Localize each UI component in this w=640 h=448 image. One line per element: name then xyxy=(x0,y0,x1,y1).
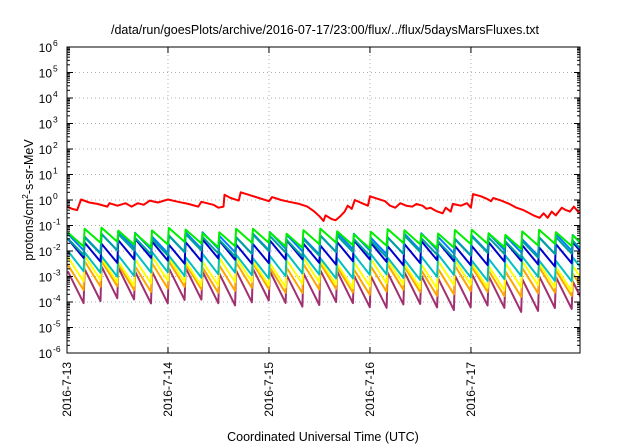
series-line xyxy=(67,237,580,268)
y-tick-label-base: 10 xyxy=(39,41,53,55)
y-tick-label: 10 xyxy=(39,169,53,183)
series-line xyxy=(67,191,580,222)
y-tick-label: 10 xyxy=(39,41,53,55)
y-tick-label-exponent: 5 xyxy=(53,64,58,74)
x-tick-label: 2016-7-13 xyxy=(60,362,74,417)
plot-area xyxy=(67,191,580,313)
y-tick-label: 10 xyxy=(39,220,53,234)
y-tick-label: 10 xyxy=(39,92,53,106)
y-tick-label-base: 10 xyxy=(39,67,53,81)
y-tick-label-exponent: -4 xyxy=(53,293,61,303)
y-tick-label-exponent: 2 xyxy=(53,140,58,150)
x-tick-label: 2016-7-15 xyxy=(262,362,276,417)
y-tick-label-base: 10 xyxy=(39,347,53,361)
series-line xyxy=(67,250,580,283)
y-tick-label-exponent: -2 xyxy=(53,242,61,252)
y-tick-label: 10 xyxy=(39,296,53,310)
y-tick-label-exponent: 6 xyxy=(53,38,58,48)
y-tick-label-base: 10 xyxy=(39,118,53,132)
x-axis: 2016-7-13 2016-7-14 2016-7-15 2016-7-16 2016… xyxy=(60,47,478,417)
series-line xyxy=(67,226,580,250)
y-axis-label-tail: -s-sr-MeV xyxy=(22,139,36,195)
y-axis-label: protons/cm2-s-sr-MeV xyxy=(20,139,36,261)
x-tick-label: 2016-7-16 xyxy=(363,362,377,417)
y-tick-label: 10 xyxy=(39,322,53,336)
y-tick-label-exponent: -1 xyxy=(53,217,61,227)
y-axis-label-superscript: 2 xyxy=(20,194,30,199)
x-tick-label: 2016-7-14 xyxy=(161,362,175,417)
y-tick-label: 10 xyxy=(39,143,53,157)
y-axis: 10 -610 -510 -410 -310 -210 -110 010 110 210 310 41… xyxy=(39,38,580,361)
y-tick-label-exponent: 4 xyxy=(53,89,58,99)
y-tick-label-base: 10 xyxy=(39,220,53,234)
y-axis-label-main: protons/cm xyxy=(22,199,36,261)
x-tick-label: 2016-7-17 xyxy=(464,362,478,417)
y-tick-label-exponent: 3 xyxy=(53,115,58,125)
y-tick-label-exponent: -6 xyxy=(53,344,61,354)
series-line xyxy=(67,232,580,259)
x-axis-label: Coordinated Universal Time (UTC) xyxy=(227,430,419,444)
y-tick-label-base: 10 xyxy=(39,322,53,336)
y-tick-label: 10 xyxy=(39,67,53,81)
y-tick-label: 10 xyxy=(39,271,53,285)
y-tick-label-base: 10 xyxy=(39,143,53,157)
y-tick-label-base: 10 xyxy=(39,296,53,310)
series-group xyxy=(67,191,580,313)
y-tick-label-base: 10 xyxy=(39,194,53,208)
y-tick-label: 10 xyxy=(39,118,53,132)
y-tick-label-exponent: -3 xyxy=(53,268,61,278)
y-tick-label: 10 xyxy=(39,194,53,208)
y-tick-label: 10 xyxy=(39,347,53,361)
y-tick-label-base: 10 xyxy=(39,245,53,259)
y-tick-label-exponent: -5 xyxy=(53,319,61,329)
y-tick-label: 10 xyxy=(39,245,53,259)
y-tick-label-exponent: 0 xyxy=(53,191,58,201)
y-tick-label-exponent: 1 xyxy=(53,166,58,176)
y-tick-label-base: 10 xyxy=(39,92,53,106)
y-tick-label-base: 10 xyxy=(39,169,53,183)
y-tick-label-base: 10 xyxy=(39,271,53,285)
chart-title: /data/run/goesPlots/archive/2016-07-17/2… xyxy=(111,23,540,37)
